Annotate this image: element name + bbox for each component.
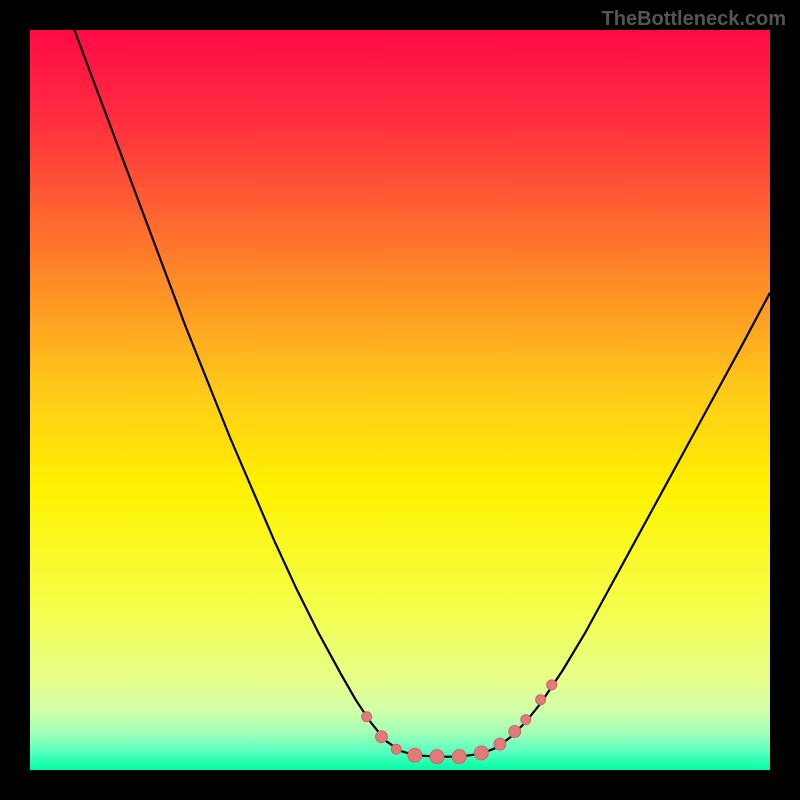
marker-point [408,748,422,762]
marker-point [509,726,521,738]
marker-point [452,750,466,764]
bottleneck-chart [0,0,800,800]
marker-point [474,746,488,760]
marker-point [536,695,546,705]
frame-border [0,770,800,800]
marker-point [376,731,388,743]
chart-container: TheBottleneck.com [0,0,800,800]
frame-border [770,0,800,800]
marker-point [547,680,557,690]
marker-point [494,738,506,750]
marker-point [391,744,401,754]
watermark-text: TheBottleneck.com [602,8,786,31]
chart-background [30,30,770,770]
frame-border [0,0,30,800]
marker-point [362,712,372,722]
marker-point [521,715,531,725]
marker-point [430,750,444,764]
